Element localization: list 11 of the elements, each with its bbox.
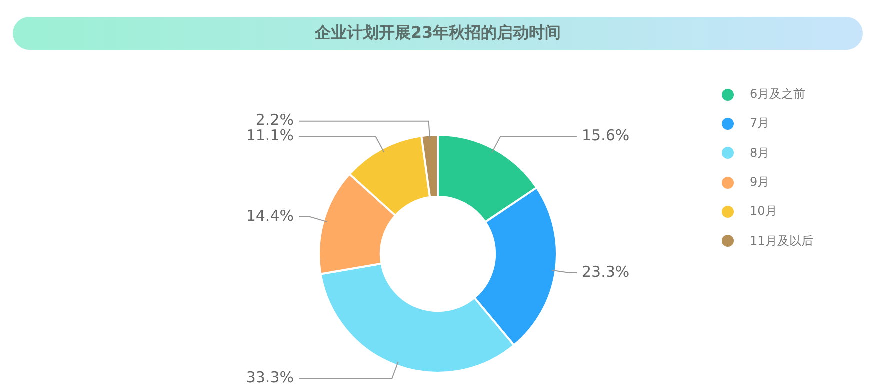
legend-label: 7月 <box>750 115 770 132</box>
legend-label: 9月 <box>750 174 770 192</box>
data-label: 14.4% <box>246 206 294 225</box>
data-label: 15.6% <box>582 126 630 145</box>
chart-title: 企业计划开展23年秋招的启动时间 <box>314 23 562 44</box>
legend-label: 11月及以后 <box>750 232 814 250</box>
legend-label: 8月 <box>750 144 770 162</box>
legend-label: 6月及之前 <box>750 86 806 104</box>
legend-label: 10月 <box>750 203 778 220</box>
data-label: 23.3% <box>582 262 630 281</box>
data-label: 33.3% <box>246 368 294 387</box>
